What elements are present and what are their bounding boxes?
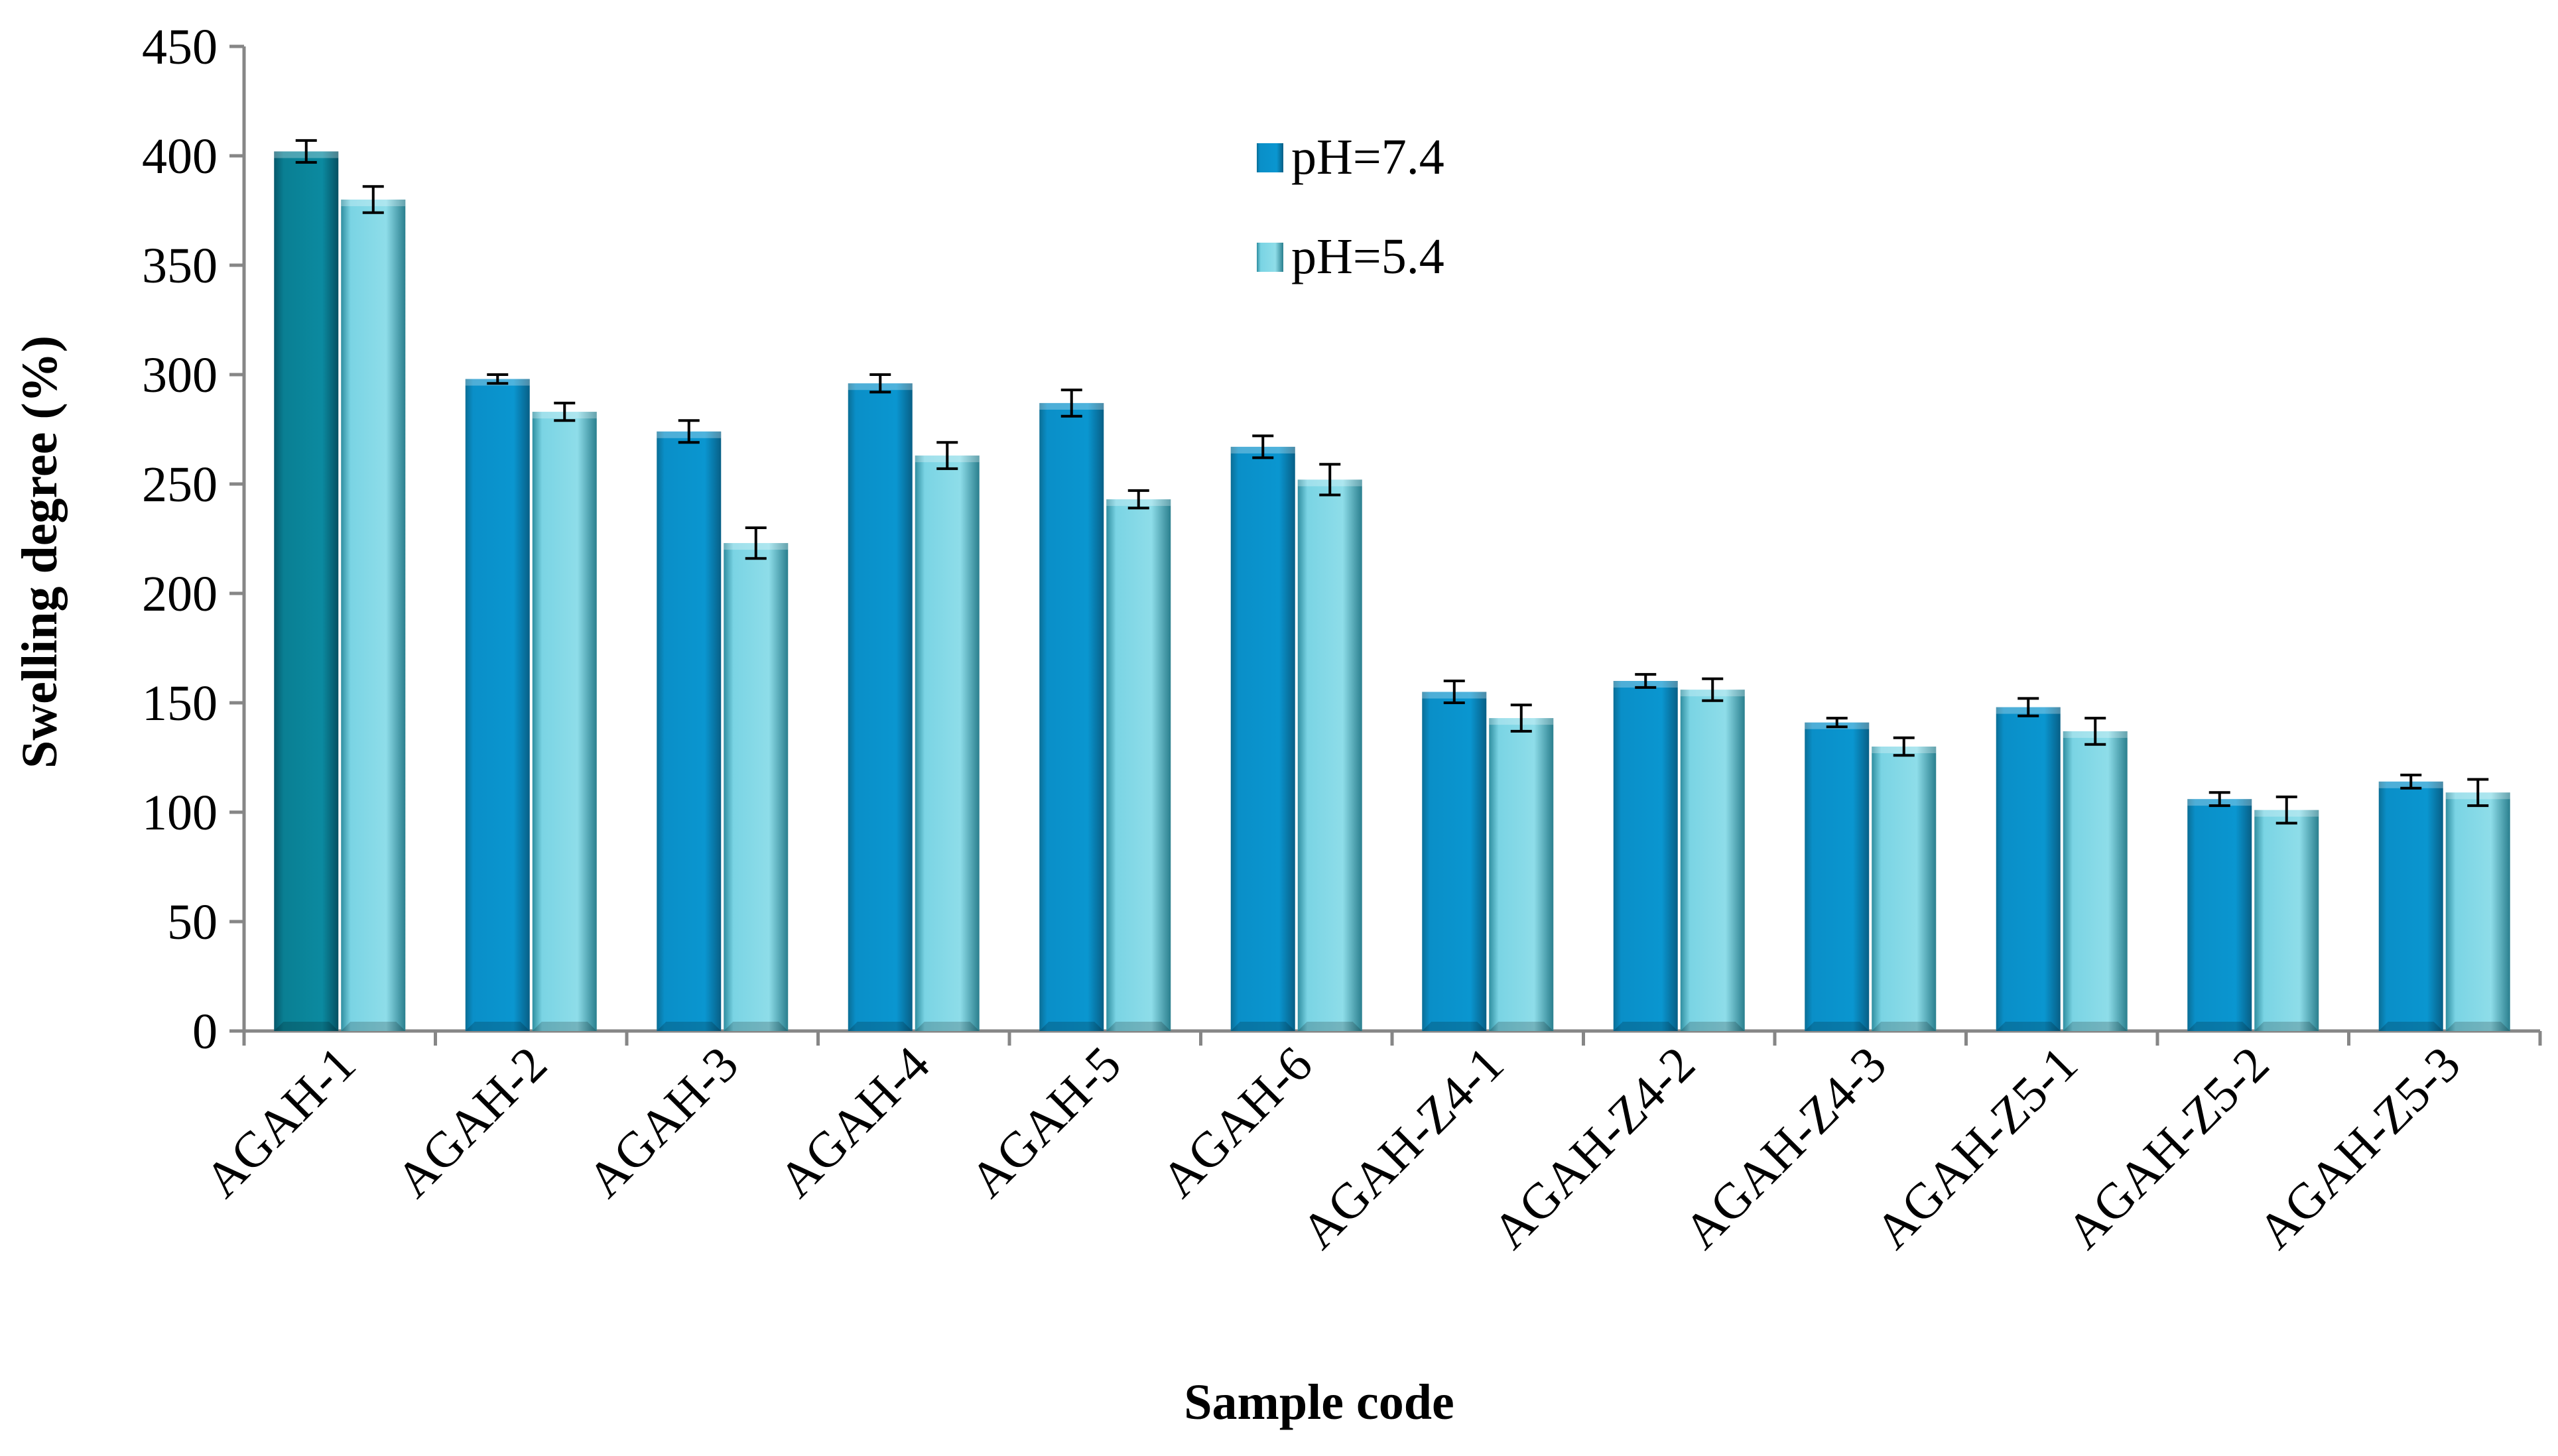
bar-agah-z4-2-series-1 xyxy=(1613,681,1678,1031)
bar-agah-1-series-2 xyxy=(341,200,406,1031)
y-tick-label: 400 xyxy=(142,129,218,184)
bar-base-bevel xyxy=(2378,1022,2443,1031)
x-axis-labels: AGAH-1 AGAH-2 AGAH-3 AGAH-4 AGAH-5 AGAH-6AGAH… xyxy=(194,1036,2471,1260)
bar-base-bevel xyxy=(1489,1022,1554,1031)
x-tick-label: AGAH-Z5-3 xyxy=(2248,1036,2471,1260)
bar-base-bevel xyxy=(1996,1022,2061,1031)
bar-agah-2-series-1 xyxy=(465,379,530,1031)
bar-base-bevel xyxy=(657,1022,722,1031)
bar-agah-z4-2-series-2 xyxy=(1680,690,1745,1031)
bar-base-bevel xyxy=(341,1022,406,1031)
x-tick-label: AGAH-Z4-2 xyxy=(1482,1036,1706,1260)
legend-label-ph-7-4: pH=7.4 xyxy=(1291,129,1444,185)
x-tick-label: AGAH-Z5-1 xyxy=(1865,1036,2088,1260)
y-tick-label: 150 xyxy=(142,676,218,731)
y-tick-label: 350 xyxy=(142,238,218,294)
bar-base-bevel xyxy=(465,1022,530,1031)
bar-base-bevel xyxy=(1297,1022,1362,1031)
bar-base-bevel xyxy=(532,1022,597,1031)
bar-agah-z5-3-series-2 xyxy=(2445,792,2510,1031)
x-tick-label: AGAH-Z4-1 xyxy=(1291,1036,1514,1260)
y-tick-label: 50 xyxy=(167,894,218,950)
bar-agah-6-series-1 xyxy=(1230,446,1295,1031)
bar-base-bevel xyxy=(2063,1022,2128,1031)
bar-base-bevel xyxy=(2187,1022,2252,1031)
y-axis-title: Swelling degree (%) xyxy=(12,335,68,768)
bar-agah-z5-2-series-1 xyxy=(2187,799,2252,1031)
bar-base-bevel xyxy=(848,1022,913,1031)
bar-agah-z4-1-series-1 xyxy=(1422,692,1487,1031)
bar-agah-2-series-2 xyxy=(532,412,597,1031)
bar-base-bevel xyxy=(1230,1022,1295,1031)
bar-agah-z5-2-series-2 xyxy=(2254,810,2319,1031)
bar-agah-5-series-2 xyxy=(1106,499,1171,1031)
bar-base-bevel xyxy=(1422,1022,1487,1031)
bar-base-bevel xyxy=(1613,1022,1678,1031)
bar-agah-z4-3-series-1 xyxy=(1805,722,1870,1031)
y-tick-label: 100 xyxy=(142,785,218,841)
bar-base-bevel xyxy=(1680,1022,1745,1031)
bar-agah-z4-3-series-2 xyxy=(1872,747,1937,1031)
y-tick-label: 200 xyxy=(142,566,218,622)
x-tick-label: AGAH-Z5-2 xyxy=(2056,1036,2279,1260)
bars xyxy=(274,139,2510,1031)
bar-agah-1-series-1 xyxy=(274,151,339,1031)
legend: pH=7.4 pH=5.4 xyxy=(1257,129,1444,284)
bar-agah-4-series-2 xyxy=(915,455,980,1031)
bar-base-bevel xyxy=(2254,1022,2319,1031)
y-tick-label: 300 xyxy=(142,347,218,403)
bar-base-bevel xyxy=(1805,1022,1870,1031)
bar-base-bevel xyxy=(1039,1022,1104,1031)
bar-agah-z5-1-series-2 xyxy=(2063,731,2128,1031)
axes: 0 50 100 150 200 250 300 350 400 450 xyxy=(142,19,2542,1060)
x-tick-label: AGAH-Z4-3 xyxy=(1673,1036,1897,1260)
legend-label-ph-5-4: pH=5.4 xyxy=(1291,229,1444,284)
bar-agah-z5-3-series-1 xyxy=(2378,781,2443,1031)
bar-agah-z4-1-series-2 xyxy=(1489,718,1554,1031)
legend-swatch-ph-5-4 xyxy=(1257,243,1283,272)
x-tick-label: AGAH-5 xyxy=(960,1036,1131,1208)
y-tick-label: 0 xyxy=(192,1004,218,1060)
x-tick-label: AGAH-6 xyxy=(1151,1036,1322,1208)
bar-base-bevel xyxy=(915,1022,980,1031)
bar-agah-3-series-2 xyxy=(724,543,789,1031)
legend-swatch-ph-7-4 xyxy=(1257,143,1283,172)
x-tick-label: AGAH-2 xyxy=(385,1036,557,1208)
bar-base-bevel xyxy=(2445,1022,2510,1031)
x-axis-title: Sample code xyxy=(1184,1374,1454,1430)
y-tick-label: 250 xyxy=(142,457,218,513)
x-tick-label: AGAH-4 xyxy=(768,1036,940,1208)
bar-agah-3-series-1 xyxy=(657,431,722,1031)
bar-agah-z5-1-series-1 xyxy=(1996,707,2061,1031)
x-tick-label: AGAH-3 xyxy=(577,1036,749,1208)
bar-base-bevel xyxy=(724,1022,789,1031)
bar-agah-5-series-1 xyxy=(1039,402,1104,1031)
bar-base-bevel xyxy=(1872,1022,1937,1031)
bar-agah-6-series-2 xyxy=(1297,479,1362,1031)
bar-agah-4-series-1 xyxy=(848,383,913,1031)
x-tick-label: AGAH-1 xyxy=(194,1036,366,1208)
bar-base-bevel xyxy=(274,1022,339,1031)
bar-base-bevel xyxy=(1106,1022,1171,1031)
y-tick-label: 450 xyxy=(142,19,218,75)
